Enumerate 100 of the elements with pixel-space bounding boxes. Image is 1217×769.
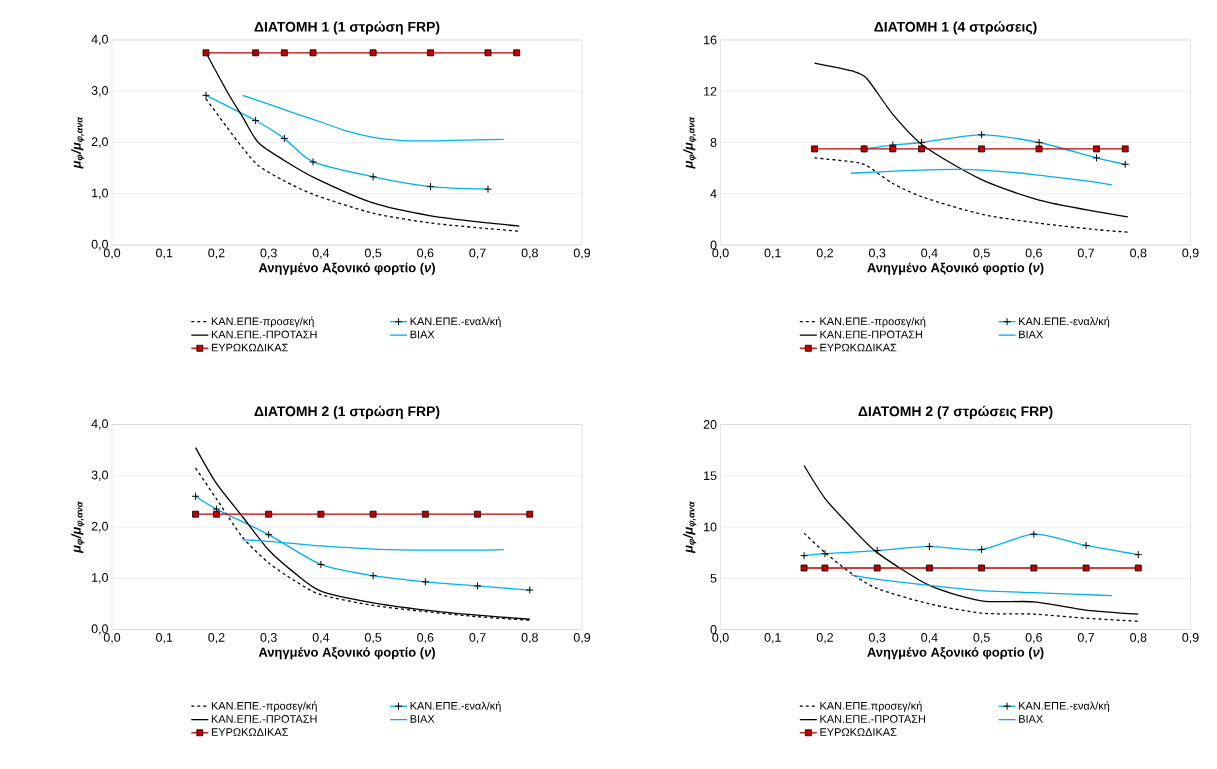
point [427, 49, 434, 57]
y-tick-label: 1,0 [92, 188, 108, 199]
legend-label: BIAX [410, 330, 435, 339]
point [873, 564, 881, 572]
chart-title: ΔΙΑΤΟΜΗ 1 (1 στρώση FRP) [254, 21, 440, 35]
y-tick-label: 0 [710, 240, 717, 250]
y-axis-title: μ$_{φ}$/μ$_{φ,ανα}$ [683, 501, 697, 554]
point [918, 145, 925, 153]
x-axis-title: Ανηγμένο Αξονικό φορτίο (ν) [258, 647, 435, 660]
x-tick-label: 0,8 [1130, 248, 1147, 259]
point [1035, 145, 1043, 153]
point [421, 510, 429, 518]
x-tick-label: 0,5 [364, 633, 382, 644]
point [800, 564, 808, 572]
point [1134, 564, 1142, 572]
point [309, 49, 317, 57]
x-axis-title: Ανηγμένο Αξονικό φορτίο (ν) [867, 262, 1044, 275]
chart-title: ΔΙΑΤΟΜΗ 2 (1 στρώση FRP) [254, 405, 440, 419]
legend-label: BIAX [1019, 330, 1043, 339]
chart-title: ΔΙΑΤΟΜΗ 2 (7 στρώσεις FRP) [858, 405, 1053, 419]
y-tick-label: 20 [703, 420, 717, 429]
x-tick-label: 0,4 [921, 248, 938, 259]
x-tick-label: 0,7 [1077, 633, 1095, 644]
point [811, 145, 818, 153]
y-tick-label: 5 [710, 573, 717, 583]
line-series [850, 574, 1113, 597]
x-tick-label: 0,8 [521, 248, 538, 259]
x-tick-label: 0,9 [1182, 633, 1199, 644]
y-tick-label: 3,0 [91, 470, 108, 481]
legend-label: ΚΑΝ.ΕΠΕ.-προσεγ/κή [820, 316, 926, 328]
y-tick-label: 4,0 [91, 34, 108, 46]
y-axis-title: μ$_{φ}$/μ$_{φ,ανα}$ [71, 501, 85, 554]
point [265, 510, 273, 518]
point [213, 510, 220, 518]
legend-label: ΚΑΝ.ΕΠΕ.-ΠΡΟΤΑΣΗ [211, 715, 317, 723]
legend-label: ΚΑΝ.ΕΠΕ-προσεγ/κή [211, 316, 314, 328]
x-tick-label: 0,6 [1025, 633, 1042, 644]
y-tick-label: 15 [704, 471, 717, 481]
x-tick-label: 0,4 [312, 248, 330, 259]
x-tick-label: 0,4 [312, 633, 330, 644]
point [978, 145, 986, 153]
y-axis-title: μ$_{φ}$/μ$_{φ,ανα}$ [683, 116, 697, 169]
x-tick-label: 0,5 [364, 248, 382, 259]
point [369, 49, 377, 57]
y-tick-label: 2,0 [91, 521, 108, 533]
x-tick-label: 0,8 [521, 633, 538, 644]
chart-title: ΔΙΑΤΟΜΗ 1 (4 στρώσεις) [874, 21, 1037, 35]
y-tick-label: 3,0 [91, 86, 108, 97]
legend-label: ΚΑΝ.ΕΠΕ.-εναλ/κή [1019, 701, 1110, 712]
legend-label: ΕΥΡΩΚΩΔΙΚΑΣ [820, 728, 897, 736]
point [474, 510, 481, 518]
x-tick-label: 0,1 [764, 248, 781, 259]
point [925, 564, 933, 572]
y-axis-title: μ$_{φ}$/μ$_{φ,ανα}$ [71, 116, 85, 169]
x-tick-label: 0,7 [469, 248, 486, 259]
legend-label: ΚΑΝ.ΕΠΕ.-ΠΡΟΤΑΣΗ [820, 715, 926, 723]
y-tick-label: 0 [710, 625, 717, 634]
point [369, 510, 377, 518]
point [1030, 564, 1038, 572]
y-tick-label: 0,0 [91, 624, 108, 635]
legend-label: ΕΥΡΩΚΩΔΙΚΑΣ [820, 343, 897, 352]
point [513, 49, 521, 57]
x-tick-label: 0,5 [973, 633, 990, 644]
x-tick-label: 0,1 [156, 633, 173, 644]
line-series [803, 532, 1139, 622]
point [1082, 564, 1090, 572]
y-tick-label: 10 [704, 522, 717, 532]
x-axis-title: Ανηγμένο Αξονικό φορτίο (ν) [258, 262, 435, 275]
x-tick-label: 0,3 [260, 248, 277, 259]
legend-label: ΚΑΝ.ΕΠΕ.-εναλ/κή [1019, 316, 1110, 328]
y-tick-label: 2,0 [91, 137, 108, 148]
x-tick-label: 0,0 [103, 633, 121, 644]
point [978, 564, 986, 572]
x-tick-label: 0,9 [1182, 248, 1199, 259]
line-series [850, 168, 1113, 186]
point [821, 564, 829, 572]
x-tick-label: 0,5 [973, 248, 990, 259]
x-tick-label: 0,2 [208, 248, 225, 259]
point [1121, 145, 1129, 153]
x-tick-label: 0,2 [208, 633, 225, 644]
legend-label: ΚΑΝ.ΕΠΕ-ΠΡΟΤΑΣΗ [820, 330, 922, 339]
x-tick-label: 0,2 [816, 633, 833, 644]
legend-label: ΕΥΡΩΚΩΔΙΚΑΣ [211, 343, 288, 352]
legend-label: ΚΑΝ.ΕΠΕ.-εναλ/κή [410, 701, 501, 712]
legend-label: ΚΑΝ.ΕΠΕ.-προσεγ/κή [211, 701, 317, 712]
x-tick-label: 0,4 [921, 633, 938, 644]
legend-label: ΚΑΝ.ΕΠΕ.προσεγ/κή [820, 701, 922, 712]
y-tick-label: 12 [704, 86, 717, 96]
x-tick-label: 0,6 [1025, 248, 1042, 259]
x-tick-label: 0,2 [816, 248, 833, 259]
legend-label: BIAX [410, 715, 435, 723]
point [192, 510, 199, 518]
y-tick-label: 16 [704, 35, 717, 45]
x-tick-label: 0,8 [1130, 633, 1147, 644]
x-tick-label: 0,7 [1077, 248, 1095, 259]
x-tick-label: 0,6 [417, 633, 434, 644]
legend-label: BIAX [1019, 715, 1043, 723]
point [1093, 145, 1100, 153]
point [202, 49, 210, 57]
legend-label: ΚΑΝ.ΕΠΕ.-εναλ/κή [410, 316, 501, 328]
